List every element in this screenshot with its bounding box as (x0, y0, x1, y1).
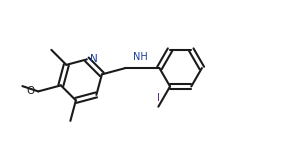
Text: N: N (90, 54, 98, 64)
Text: NH: NH (133, 52, 148, 62)
Text: O: O (27, 86, 35, 96)
Text: I: I (158, 93, 160, 103)
